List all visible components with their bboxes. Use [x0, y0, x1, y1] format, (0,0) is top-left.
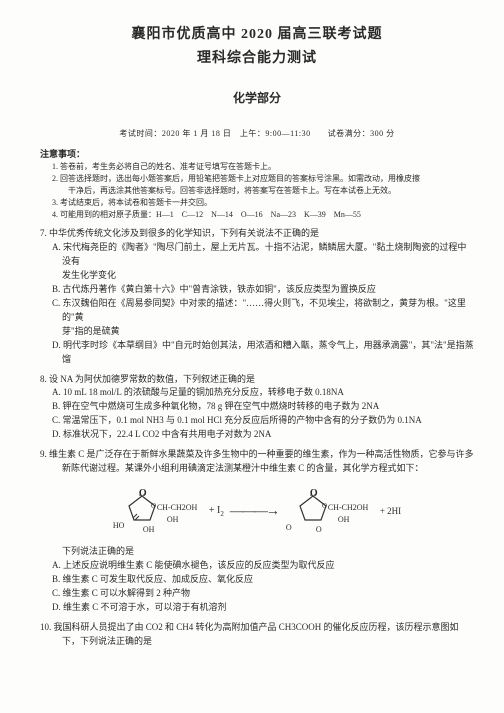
- q9-option-b: B. 维生素 C 可发生取代反应、加成反应、氧化反应: [40, 573, 474, 587]
- title-line-2: 理科综合能力测试: [40, 48, 474, 70]
- notice-heading: 注意事项：: [40, 147, 474, 161]
- q8-stem: 8. 设 NA 为阿伏加德罗常数的数值，下列叙述正确的是: [40, 373, 474, 387]
- reactant-structure: O O CH-CH2OH OH HO OH: [113, 484, 203, 539]
- q9-option-c: C. 维生素 C 可以水解得到 2 种产物: [40, 587, 474, 601]
- q8-option-a: A. 10 mL 18 mol/L 的浓硫酸与足量的铜加热充分反应，转移电子数 …: [40, 386, 474, 400]
- label-o: O: [316, 524, 322, 536]
- label-ho: HO: [113, 520, 125, 532]
- product-structure: O O CH-CH2OH OH O O: [284, 484, 374, 539]
- notice-item: 2. 回答选择题时，选出每小题答案后，用铅笔把答题卡上对应题目的答案标号涂黑。如…: [40, 173, 474, 185]
- q8-option-c: C. 常温常压下，0.1 mol NH3 与 0.1 mol HCl 充分反应后…: [40, 414, 474, 428]
- notice-item: 4. 可能用到的相对原子质量：H—1 C—12 N—14 O—16 Na—23 …: [40, 209, 474, 221]
- notice-item: 1. 答卷前，考生务必将自己的姓名、准考证号填写在答题卡上。: [40, 161, 474, 173]
- ring-icon: O: [127, 494, 157, 522]
- q10-stem-1: 10. 我国科研人员提出了由 CO2 和 CH4 转化为高附加值产品 CH3CO…: [40, 621, 474, 635]
- ring-icon: O: [298, 494, 328, 522]
- q7-stem: 7. 中华优秀传统文化涉及到很多的化学知识，下列有关说法不正确的是: [40, 227, 474, 241]
- q9-option-d: D. 维生素 C 不可溶于水，可以溶于有机溶剂: [40, 601, 474, 615]
- notice-item: 3. 考试结束后，将本试卷和答题卡一并交回。: [40, 197, 474, 209]
- side-chain: CH-CH2OH OH: [328, 502, 368, 527]
- q7-option-c: C. 东汉魏伯阳在《周易参同契》中对汞的描述："……得火则飞，不见埃尘，将欲制之…: [40, 297, 474, 325]
- arrow-icon: ———→: [230, 501, 278, 523]
- svg-text:O: O: [322, 502, 327, 510]
- svg-text:O: O: [151, 502, 156, 510]
- q7-option-d: D. 明代李时珍《本草纲目》中"自元时始创其法，用浓酒和糟入甑，蒸令气上，用器承…: [40, 339, 474, 367]
- exam-meta: 考试时间：2020 年 1 月 18 日 上午：9:00—11:30 试卷满分：…: [40, 128, 474, 141]
- q7-option-a-cont: 发生化学变化: [40, 269, 474, 283]
- q7-option-a: A. 宋代梅尧臣的《陶者》"陶尽门前土，屋上无片瓦。十指不沾泥，鳞鳞居大厦。"黏…: [40, 241, 474, 269]
- label-o: O: [286, 522, 292, 534]
- q9-stem-2: 新陈代谢过程。某课外小组利用碘滴定法测某橙汁中维生素 C 的含量，其化学方程式如…: [40, 462, 474, 476]
- subtitle: 化学部分: [40, 89, 474, 108]
- q8-option-b: B. 钾在空气中燃烧可生成多种氧化物，78 g 钾在空气中燃烧时转移的电子数为 …: [40, 400, 474, 414]
- q7-option-c-cont: 芽"指的是硫黄: [40, 325, 474, 339]
- plus-2hi: + 2HI: [380, 505, 401, 519]
- reaction-scheme: O O CH-CH2OH OH HO OH: [40, 484, 474, 539]
- q9-stem-1: 9. 维生素 C 是广泛存在于新鲜水果蔬菜及许多生物中的一种重要的维生素，作为一…: [40, 448, 474, 462]
- q7-option-b: B. 古代炼丹著作《黄白第十六》中"曾青涂铁，铁赤如铜"，该反应类型为置换反应: [40, 283, 474, 297]
- q8-option-d: D. 标准状况下，22.4 L CO2 中含有共用电子对数为 2NA: [40, 428, 474, 442]
- notice-item: 干净后，再选涂其他答案标号。回答非选择题时，将答案写在答题卡上。写在本试卷上无效…: [40, 185, 474, 197]
- title-line-1: 襄阳市优质高中 2020 届高三联考试题: [40, 24, 474, 46]
- q9-post: 下列说法正确的是: [40, 545, 474, 559]
- plus-i2: + I2: [209, 503, 224, 520]
- q10-stem-2: 下，下列说法正确的是: [40, 635, 474, 649]
- q9-option-a: A. 上述反应说明维生素 C 能使碘水褪色，该反应的反应类型为取代反应: [40, 559, 474, 573]
- side-chain: CH-CH2OH OH: [157, 502, 197, 527]
- label-oh: OH: [143, 524, 155, 536]
